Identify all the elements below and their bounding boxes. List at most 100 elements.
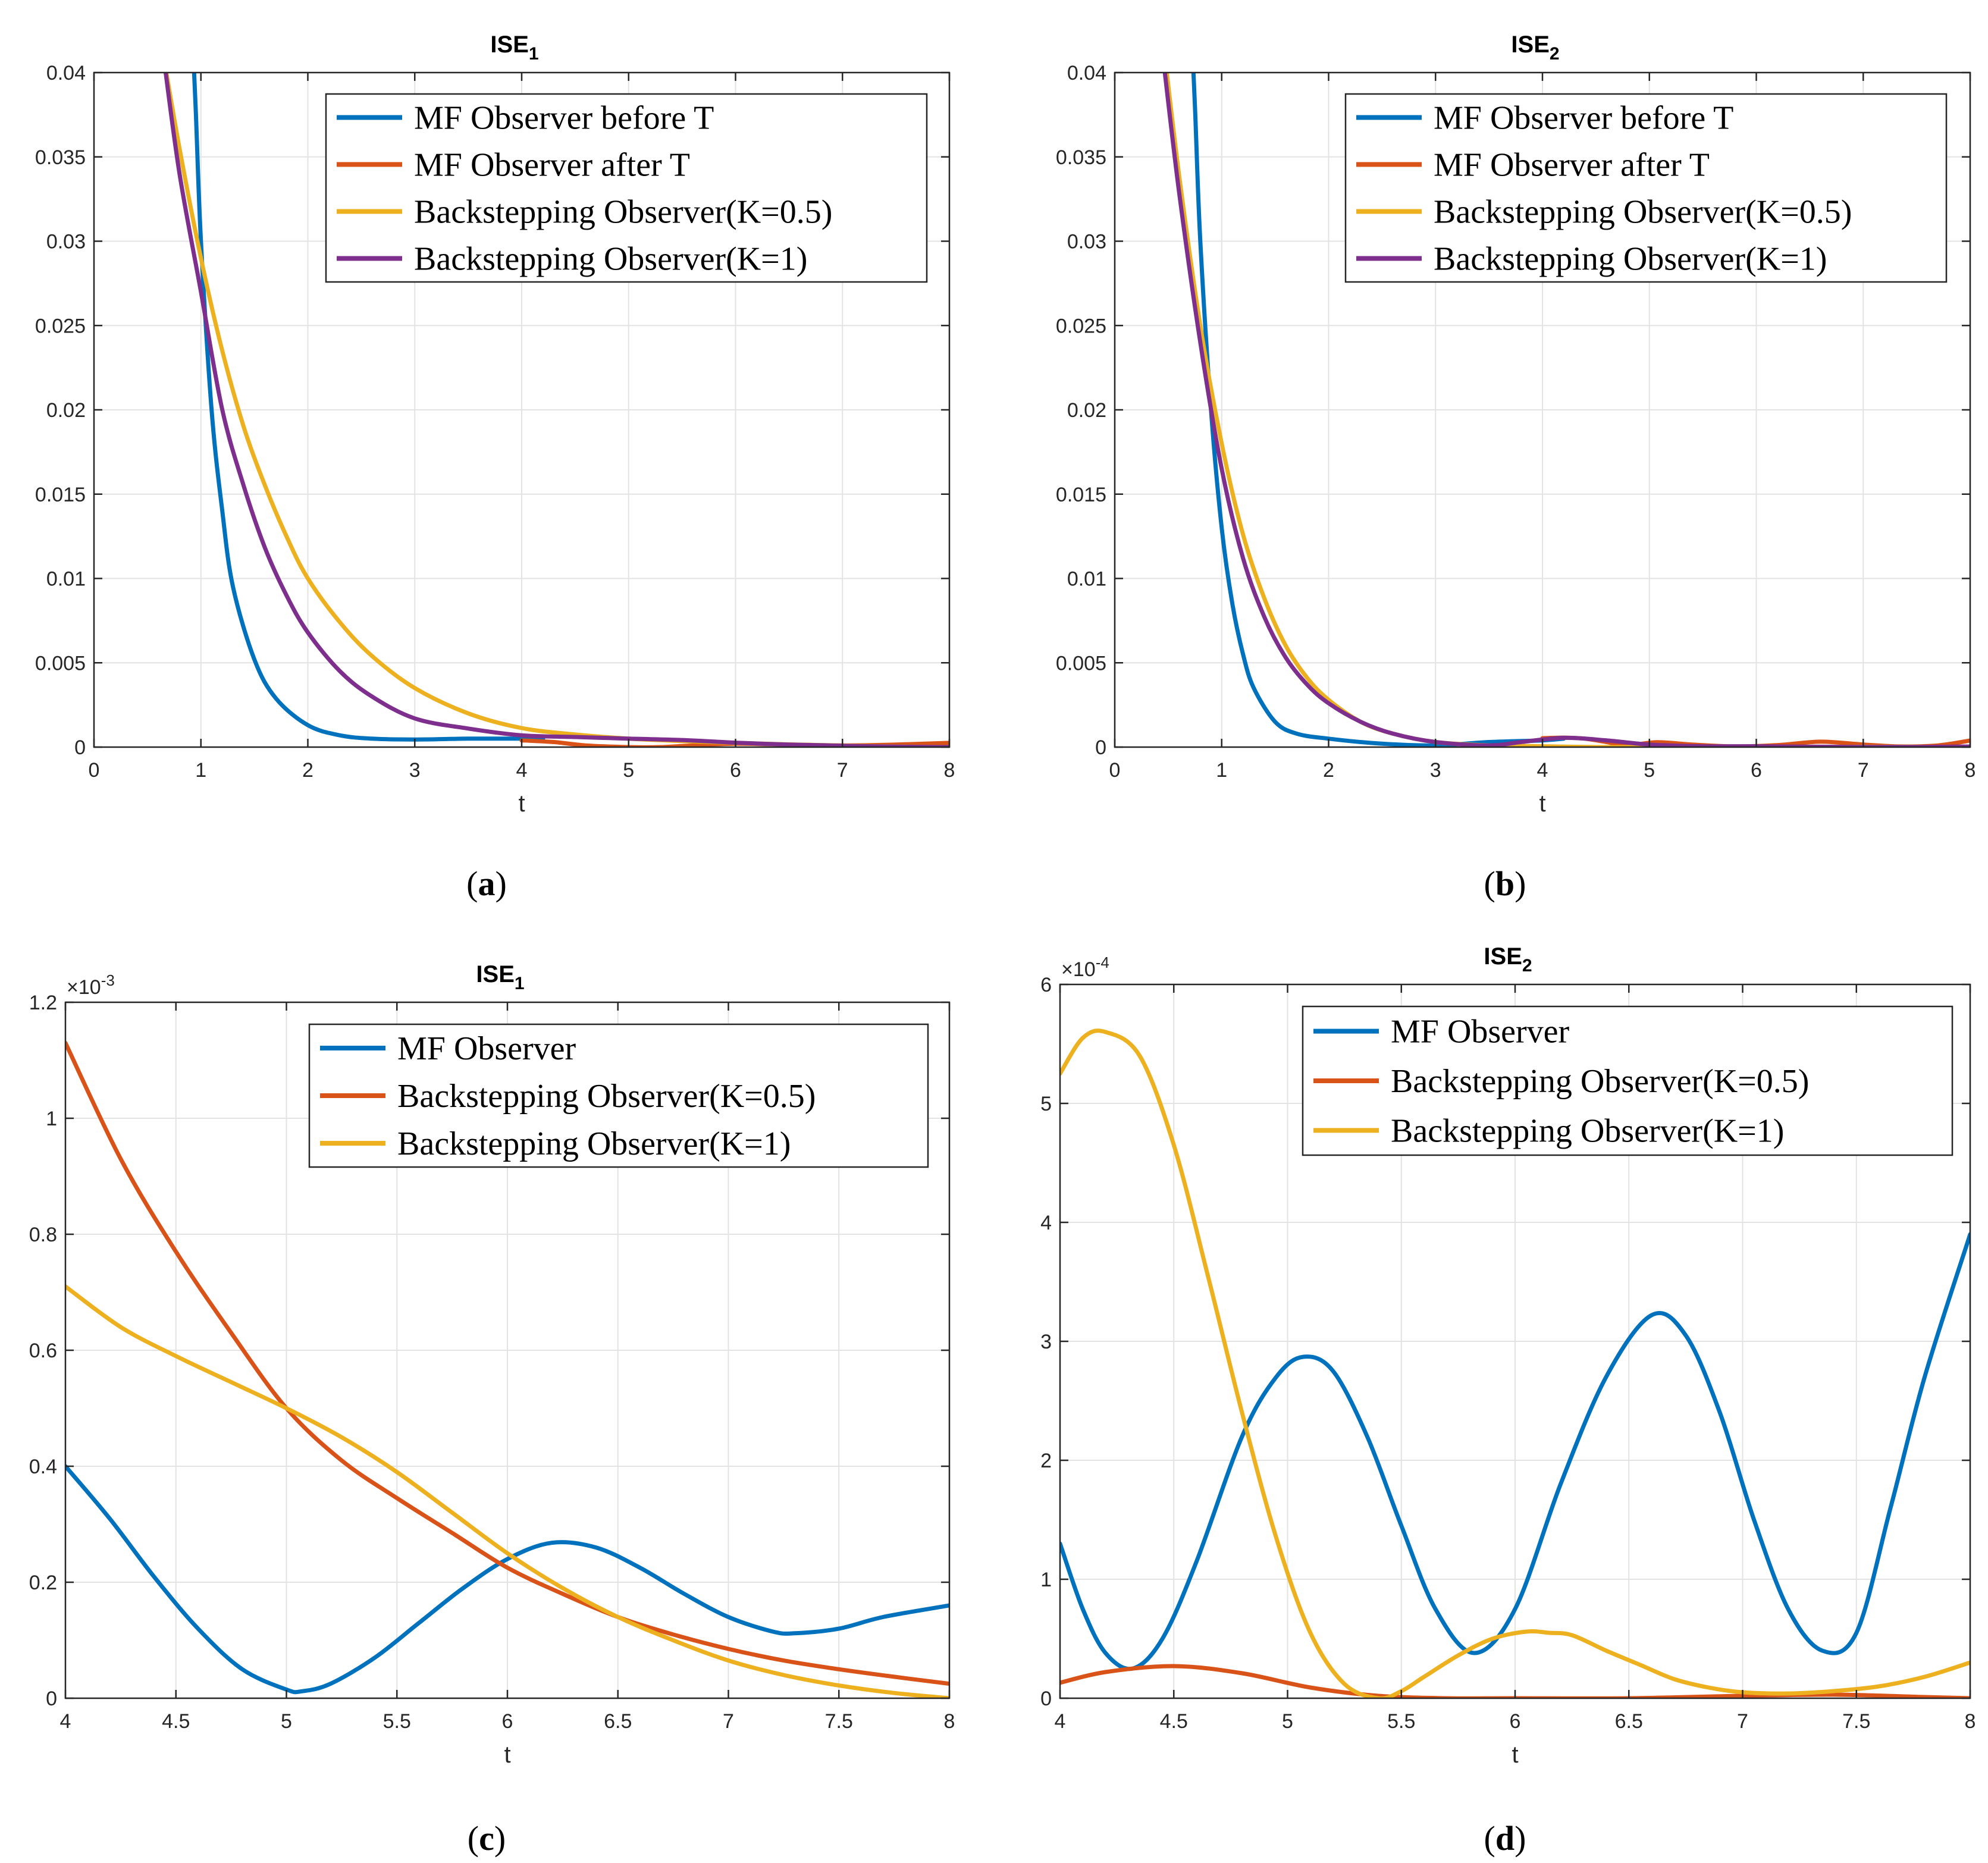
chart-title-text: ISE	[490, 32, 528, 58]
chart-title-text: ISE	[476, 961, 514, 987]
x-tick-label-8: 8	[1965, 759, 1976, 782]
x-tick-label-8: 8	[944, 1710, 955, 1733]
series-line-1	[65, 1464, 949, 1695]
y-tick-label-5: 1	[46, 1108, 57, 1130]
y-tick-label-0: 0	[46, 1688, 57, 1710]
x-tick-label-5: 5	[1644, 759, 1655, 782]
x-tick-label-5: 6.5	[604, 1710, 632, 1733]
x-tick-label-0: 4	[1055, 1710, 1066, 1733]
series-line-1	[192, 73, 545, 742]
y-tick-label-4: 0.02	[1067, 399, 1106, 422]
axis-exponent-base: ×10	[1061, 958, 1096, 981]
x-tick-label-1: 1	[1216, 759, 1227, 782]
x-tick-label-5: 6.5	[1615, 1710, 1643, 1733]
y-tick-label-0: 0	[74, 736, 86, 759]
panel-caption-letter: a	[478, 864, 496, 903]
series-line-1	[1191, 73, 1566, 747]
legend: MF Observer Backstepping Observer(K=0.5) B…	[308, 1023, 929, 1168]
panel-caption: (c)	[468, 1819, 506, 1858]
series-line-1	[1060, 1232, 1970, 1671]
y-tick-label-3: 0.015	[1056, 484, 1106, 506]
chart-title-subscript: 2	[1522, 956, 1532, 976]
x-tick-label-4: 4	[1537, 759, 1548, 782]
chart-panel-b: 0 1 2 3 4 5 6 7 8 0 0.005 0.01 0.015 0.02 0.025 0.03 0.0…	[1056, 32, 1976, 903]
x-tick-label-7: 7.5	[825, 1710, 853, 1733]
legend-label-4: Backstepping Observer(K=1)	[414, 241, 807, 278]
x-tick-label-2: 5	[1282, 1710, 1293, 1733]
chart-title: ISE1	[490, 32, 538, 64]
legend-label-3: Backstepping Observer(K=0.5)	[1434, 194, 1852, 231]
x-tick-label-2: 2	[1323, 759, 1334, 782]
panel-caption-letter: d	[1495, 1819, 1514, 1858]
x-tick-label-4: 4	[516, 759, 528, 782]
x-tick-label-6: 6	[1751, 759, 1762, 782]
legend: MF Observer before T MF Observer after T B…	[325, 93, 928, 283]
y-tick-label-5: 5	[1040, 1093, 1052, 1115]
chart-title-text: ISE	[1484, 943, 1522, 970]
x-tick-label-0: 0	[89, 759, 100, 782]
y-tick-label-3: 3	[1040, 1331, 1052, 1353]
legend: MF Observer before T MF Observer after T B…	[1344, 93, 1948, 283]
legend-label-2: MF Observer after T	[414, 147, 690, 184]
axis-exponent: ×10-4	[1061, 954, 1109, 981]
series-group	[163, 73, 949, 747]
x-tick-label-7: 7	[1858, 759, 1869, 782]
y-tick-label-5: 0.025	[1056, 315, 1106, 337]
chart-title-subscript: 1	[515, 974, 525, 993]
x-tick-label-3: 5.5	[1387, 1710, 1415, 1733]
y-tick-label-0: 0	[1095, 736, 1106, 759]
y-tick-label-1: 0.005	[1056, 652, 1106, 675]
y-tick-label-6: 0.03	[46, 231, 86, 253]
chart-title-text: ISE	[1511, 32, 1549, 58]
series-group	[1162, 73, 1970, 747]
legend-label-2: Backstepping Observer(K=0.5)	[1391, 1063, 1809, 1100]
chart-title: ISE2	[1484, 943, 1532, 976]
x-tick-label-3: 3	[1430, 759, 1441, 782]
series-group	[65, 1040, 949, 1698]
x-tick-label-4: 6	[502, 1710, 513, 1733]
x-axis-label: t	[504, 1742, 510, 1768]
legend-label-2: MF Observer after T	[1434, 147, 1710, 184]
panel-caption-letter: c	[479, 1819, 494, 1858]
legend-box	[308, 1023, 929, 1168]
legend-label-1: MF Observer before T	[1434, 100, 1733, 137]
x-tick-label-7: 7	[837, 759, 848, 782]
legend-box	[1302, 1005, 1953, 1156]
y-tick-label-8: 0.04	[1067, 62, 1106, 84]
series-line-2	[65, 1040, 949, 1686]
legend: MF Observer Backstepping Observer(K=0.5) B…	[1302, 1005, 1953, 1156]
series-line-2	[1060, 1664, 1970, 1698]
chart-title-subscript: 1	[529, 44, 539, 64]
panel-caption: (b)	[1484, 864, 1526, 903]
y-tick-label-4: 0.02	[46, 399, 86, 422]
x-tick-label-1: 4.5	[162, 1710, 190, 1733]
panel-caption: (d)	[1484, 1819, 1526, 1858]
legend-label-4: Backstepping Observer(K=1)	[1434, 241, 1827, 278]
x-tick-label-1: 4.5	[1160, 1710, 1188, 1733]
y-tick-label-7: 0.035	[35, 146, 86, 169]
x-tick-label-7: 7.5	[1842, 1710, 1870, 1733]
x-tick-label-3: 5.5	[383, 1710, 411, 1733]
y-tick-label-1: 0.2	[29, 1572, 57, 1594]
legend-label-1: MF Observer before T	[414, 100, 714, 137]
series-line-4	[1162, 73, 1970, 747]
y-tick-label-8: 0.04	[46, 62, 86, 84]
x-axis-label: t	[1512, 1742, 1518, 1768]
y-tick-label-4: 4	[1040, 1212, 1052, 1234]
legend-label-3: Backstepping Observer(K=0.5)	[414, 194, 832, 231]
chart-panel-c: 4 4.5 5 5.5 6 6.5 7 7.5 8 0 0.2 0.4 0.6 0.8 1 1.2 ×10-3 I…	[29, 961, 955, 1858]
x-tick-label-4: 6	[1510, 1710, 1521, 1733]
y-tick-label-2: 2	[1040, 1450, 1052, 1472]
x-tick-label-8: 8	[944, 759, 955, 782]
y-tick-label-3: 0.6	[29, 1340, 57, 1362]
x-tick-label-5: 5	[623, 759, 634, 782]
axis-exponent-power: -3	[101, 971, 115, 989]
chart-title-subscript: 2	[1550, 44, 1560, 64]
legend-label-3: Backstepping Observer(K=1)	[1391, 1112, 1784, 1149]
x-tick-label-2: 5	[281, 1710, 292, 1733]
legend-box	[1344, 93, 1948, 283]
x-tick-label-8: 8	[1965, 1710, 1976, 1733]
y-tick-label-1: 0.005	[35, 652, 86, 675]
